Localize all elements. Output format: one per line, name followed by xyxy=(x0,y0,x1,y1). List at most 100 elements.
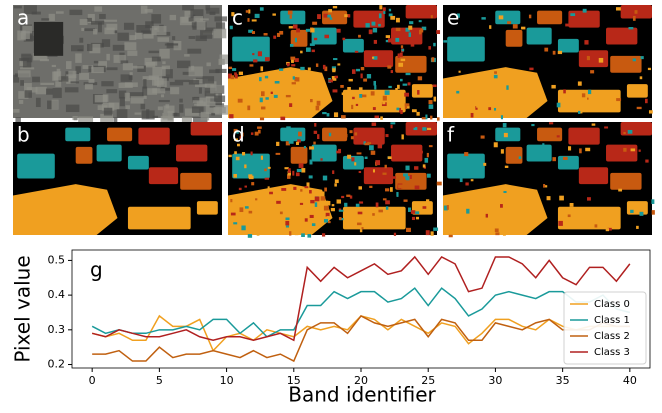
mask-region xyxy=(537,127,563,142)
mask-speckle xyxy=(233,174,237,178)
mask-speckle xyxy=(244,185,247,188)
mask-speckle xyxy=(392,176,397,179)
photo-texture xyxy=(174,79,190,83)
photo-texture xyxy=(88,65,92,73)
photo-texture xyxy=(200,111,210,121)
mask-region xyxy=(353,10,385,28)
mask-speckle xyxy=(252,53,255,56)
mask-speckle xyxy=(253,59,258,63)
photo-texture xyxy=(32,76,40,83)
mask-speckle xyxy=(265,188,271,192)
mask-region xyxy=(17,153,55,179)
photo-texture xyxy=(198,87,202,94)
mask-speckle xyxy=(323,219,329,223)
mask-speckle xyxy=(338,217,342,220)
mask-speckle xyxy=(414,166,419,170)
mask-speckle xyxy=(400,45,404,48)
image-panel: b xyxy=(13,122,222,235)
photo-texture xyxy=(157,106,163,111)
mask-region xyxy=(65,127,91,142)
mask-speckle xyxy=(581,93,586,98)
mask-speckle xyxy=(315,63,319,67)
mask-region xyxy=(190,122,222,136)
mask-speckle xyxy=(344,14,349,18)
photo-texture xyxy=(187,48,202,54)
mask-speckle xyxy=(244,206,249,209)
mask-speckle xyxy=(241,152,246,156)
mask-speckle xyxy=(459,177,463,183)
mask-speckle xyxy=(420,122,425,127)
mask-speckle xyxy=(504,165,509,168)
mask-speckle xyxy=(273,35,277,39)
series-line xyxy=(92,314,630,363)
mask-speckle xyxy=(639,211,644,216)
photo-texture xyxy=(94,94,108,103)
mask-speckle xyxy=(326,216,330,221)
photo-texture xyxy=(106,67,118,71)
mask-speckle xyxy=(503,132,508,138)
mask-region xyxy=(322,127,348,142)
mask-speckle xyxy=(628,27,634,30)
mask-speckle xyxy=(493,107,497,111)
mask-speckle xyxy=(397,53,400,59)
mask-speckle xyxy=(285,220,290,226)
photo-texture xyxy=(35,97,41,108)
mask-speckle xyxy=(228,73,232,79)
photo-texture xyxy=(106,89,118,94)
mask-speckle xyxy=(585,147,591,152)
mask-speckle xyxy=(293,186,297,190)
mask-speckle xyxy=(251,19,257,22)
mask-speckle xyxy=(304,186,309,189)
mask-speckle xyxy=(579,111,583,114)
mask-speckle xyxy=(520,189,525,194)
photo-texture xyxy=(137,65,146,73)
photo-texture xyxy=(113,30,118,33)
mask-speckle xyxy=(424,157,429,163)
mask-speckle xyxy=(351,104,354,110)
mask-speckle xyxy=(261,91,265,97)
mask-speckle xyxy=(368,139,373,143)
mask-speckle xyxy=(356,152,362,155)
mask-speckle xyxy=(296,75,302,78)
mask-speckle xyxy=(577,81,582,86)
photo-texture xyxy=(75,66,81,74)
photo-texture xyxy=(22,25,33,34)
mask-speckle xyxy=(332,170,335,174)
mask-speckle xyxy=(247,234,253,238)
mask-speckle xyxy=(292,170,295,176)
mask-speckle xyxy=(334,75,338,79)
series-line xyxy=(91,255,631,342)
mask-speckle xyxy=(294,58,299,62)
photo-texture xyxy=(75,53,82,63)
mask-speckle xyxy=(405,72,411,76)
mask-region xyxy=(342,38,364,53)
mask-speckle xyxy=(415,216,420,220)
mask-speckle xyxy=(234,151,237,155)
photo-window xyxy=(33,21,64,56)
mask-speckle xyxy=(390,187,393,192)
mask-speckle xyxy=(493,142,498,148)
mask-speckle xyxy=(428,104,434,109)
mask-region xyxy=(180,172,212,190)
mask-speckle xyxy=(362,94,367,98)
mask-speckle xyxy=(390,124,393,129)
photo-texture xyxy=(163,105,175,114)
mask-speckle xyxy=(230,212,236,216)
mask-speckle xyxy=(281,79,285,82)
mask-speckle xyxy=(239,207,244,213)
mask-speckle xyxy=(366,92,371,97)
mask-speckle xyxy=(396,107,400,111)
photo-texture xyxy=(101,102,115,111)
mask-speckle xyxy=(286,62,290,67)
mask-speckle xyxy=(489,25,492,29)
mask-speckle xyxy=(298,131,302,137)
mask-speckle xyxy=(546,196,551,201)
mask-speckle xyxy=(251,31,256,34)
mask-speckle xyxy=(228,154,232,158)
mask-speckle xyxy=(285,217,290,221)
legend-box xyxy=(563,291,647,365)
photo-texture xyxy=(143,79,147,89)
mask-speckle xyxy=(483,162,487,166)
mask-speckle xyxy=(364,142,370,146)
mask-speckle xyxy=(372,169,376,173)
